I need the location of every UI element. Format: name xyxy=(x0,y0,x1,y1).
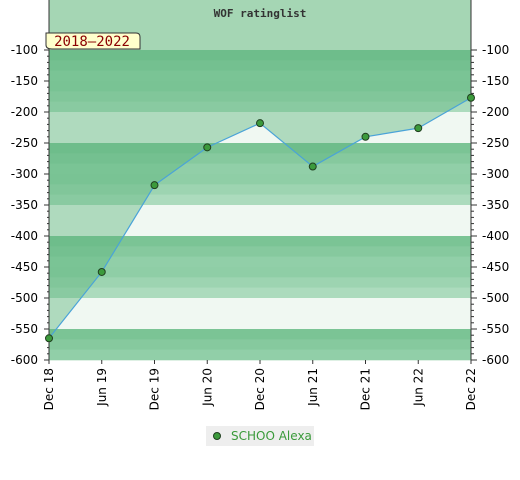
series-markers xyxy=(45,93,475,343)
series-area-fill xyxy=(49,50,471,339)
data-point xyxy=(308,162,317,171)
plot-band xyxy=(49,101,471,113)
legend-box xyxy=(206,426,314,446)
x-tick-label: Dec 18 xyxy=(42,368,56,410)
y-tick-label-left: -200 xyxy=(11,105,38,119)
y-tick-label-left: -400 xyxy=(11,229,38,243)
plot-band xyxy=(49,163,471,175)
data-point xyxy=(467,93,475,102)
y-tick-label-right: -450 xyxy=(482,260,509,274)
period-badge: 2018–2022 xyxy=(45,32,141,50)
x-tick-label: Dec 19 xyxy=(148,368,162,410)
x-tick-label: Dec 20 xyxy=(253,368,267,410)
plot-band xyxy=(49,298,471,309)
plot-band xyxy=(49,308,471,319)
plot-band xyxy=(49,50,471,61)
x-axis: Dec 18 Jun 19 Dec 19 Jun 20 Dec 20 Jun 21 Dec … xyxy=(42,360,478,410)
y-tick-label-right: -300 xyxy=(482,167,509,181)
x-tick-label: Jun 19 xyxy=(95,368,109,407)
data-point xyxy=(414,124,423,133)
y-tick-label-left: -600 xyxy=(11,353,38,367)
x-tick-label: Jun 22 xyxy=(411,368,425,407)
y-axis-right: -100 -150 -200 -250 -300 -350 -400 -450 -500 -550… xyxy=(470,0,509,367)
y-tick-label-right: -500 xyxy=(482,291,509,305)
y-tick-label-right: -200 xyxy=(482,105,509,119)
plot-band xyxy=(49,225,471,237)
y-tick-label-left: -150 xyxy=(11,74,38,88)
data-point xyxy=(45,334,53,343)
y-tick-label-right: -100 xyxy=(482,43,509,57)
data-point xyxy=(150,181,159,190)
data-point xyxy=(97,267,106,276)
x-tick-label: Jun 21 xyxy=(306,368,320,407)
data-point xyxy=(203,143,212,152)
x-tick-label: Jun 20 xyxy=(200,368,214,407)
y-tick-label-right: -250 xyxy=(482,136,509,150)
plot-band xyxy=(49,267,471,278)
legend-marker-icon xyxy=(213,432,221,440)
y-tick-label-right: -550 xyxy=(482,322,509,336)
plot-band xyxy=(49,194,471,206)
plot-band xyxy=(49,81,471,92)
legend-entry-schoo-alexa: SCHOO Alexa xyxy=(231,429,312,443)
y-tick-label-right: -400 xyxy=(482,229,509,243)
y-tick-label-right: -150 xyxy=(482,74,509,88)
plot-band xyxy=(49,318,471,330)
y-axis-left: -100 -150 -200 -250 -300 -350 -400 -450 -500 -550… xyxy=(11,0,50,367)
legend[interactable]: SCHOO Alexa xyxy=(206,426,314,446)
plot-band xyxy=(49,184,471,195)
plot-band xyxy=(49,215,471,226)
y-tick-label-left: -500 xyxy=(11,291,38,305)
y-tick-label-left: -450 xyxy=(11,260,38,274)
x-tick-label: Dec 22 xyxy=(464,368,478,410)
plot-band xyxy=(49,132,471,144)
plot-band xyxy=(49,70,471,82)
y-tick-label-right: -350 xyxy=(482,198,509,212)
plot-band xyxy=(49,122,471,133)
y-tick-label-left: -550 xyxy=(11,322,38,336)
x-tick-label: Dec 21 xyxy=(359,368,373,410)
period-badge-label: 2018–2022 xyxy=(54,34,130,50)
plot-background xyxy=(49,50,471,361)
plot-band xyxy=(49,246,471,257)
plot-band xyxy=(49,174,471,185)
plot-band xyxy=(49,277,471,288)
plot-band xyxy=(49,329,471,340)
y-tick-label-left: -300 xyxy=(11,167,38,181)
plot-band xyxy=(49,153,471,164)
y-tick-label-left: -350 xyxy=(11,198,38,212)
plot-band xyxy=(49,143,471,154)
y-tick-label-left: -250 xyxy=(11,136,38,150)
plot-band xyxy=(49,236,471,247)
plot-band xyxy=(49,256,471,268)
plot-band xyxy=(49,339,471,350)
plot-band xyxy=(49,91,471,102)
plot-band xyxy=(49,205,471,216)
y-tick-label-right: -600 xyxy=(482,353,509,367)
plot-band xyxy=(49,287,471,299)
plot-band xyxy=(49,112,471,123)
plot-band xyxy=(49,349,471,361)
data-point xyxy=(256,119,264,128)
y-tick-label-left: -100 xyxy=(11,43,38,57)
data-point xyxy=(361,132,370,141)
chart-title: WOF ratinglist xyxy=(214,7,307,20)
plot-band xyxy=(49,60,471,71)
